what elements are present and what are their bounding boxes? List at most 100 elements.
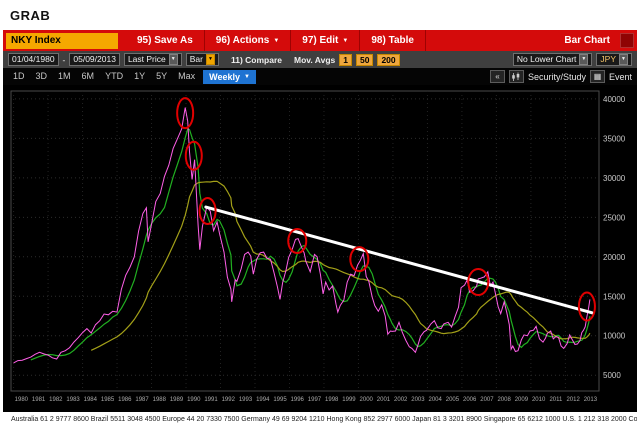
chevron-down-icon: ▼ (205, 54, 215, 65)
date-separator: - (62, 54, 66, 65)
svg-text:2002: 2002 (394, 397, 408, 403)
ma-period-1-input[interactable]: 1 (339, 53, 352, 66)
chart-style-value: Bar (189, 54, 203, 64)
svg-text:1982: 1982 (49, 397, 63, 403)
save-as-label: 95) Save As (137, 35, 193, 46)
grab-bar: GRAB (0, 0, 640, 30)
lower-chart-dropdown[interactable]: No Lower Chart ▼ (512, 53, 593, 66)
svg-text:1996: 1996 (291, 397, 305, 403)
range-button-3d[interactable]: 3D (35, 71, 48, 81)
grid-glyph: ▦ (593, 72, 602, 81)
security-study-button[interactable]: Security/Study (527, 71, 586, 82)
svg-text:2008: 2008 (497, 397, 511, 403)
chevron-down-icon: ▼ (579, 54, 589, 65)
lower-chart-value: No Lower Chart (516, 54, 577, 64)
chevron-down-icon: ▼ (619, 54, 628, 65)
menu-item-actions[interactable]: 96) Actions ▼ (205, 30, 292, 51)
svg-text:2010: 2010 (532, 397, 546, 403)
compare-button[interactable]: 11) Compare (230, 54, 282, 65)
svg-text:1999: 1999 (342, 397, 356, 403)
svg-text:1987: 1987 (135, 397, 149, 403)
period-bar: 1D 3D 1M 6M YTD 1Y 5Y Max Weekly ▼ « (3, 68, 637, 85)
price-type-value: Last Price (127, 54, 166, 64)
svg-text:1993: 1993 (239, 397, 253, 403)
end-date-input[interactable]: 05/09/2013 (69, 53, 120, 66)
svg-text:2004: 2004 (429, 397, 443, 403)
currency-dropdown[interactable]: JPY ▼ (596, 53, 632, 66)
svg-text:20000: 20000 (603, 253, 626, 262)
table-label: 98) Table (371, 35, 414, 46)
menu-item-save-as[interactable]: 95) Save As (126, 30, 205, 51)
svg-text:1986: 1986 (118, 397, 132, 403)
chart-area: 5000 10000 15000 20000 25000 30000 35000 40000 1… (3, 85, 637, 412)
svg-text:2006: 2006 (463, 397, 477, 403)
start-date-input[interactable]: 01/04/1980 (8, 53, 59, 66)
svg-text:2007: 2007 (480, 397, 494, 403)
candlestick-chart-icon[interactable] (508, 70, 524, 83)
svg-text:2009: 2009 (515, 397, 529, 403)
svg-text:1991: 1991 (204, 397, 218, 403)
chevron-down-icon: ▼ (243, 73, 250, 80)
menu-item-edit[interactable]: 97) Edit ▼ (291, 30, 361, 51)
chevron-down-icon: ▼ (273, 37, 280, 44)
chart-settings-toolbar: 01/04/1980 - 05/09/2013 Last Price ▼ Bar… (3, 51, 637, 68)
svg-text:1988: 1988 (153, 397, 167, 403)
double-chevron-left-icon: « (495, 72, 500, 81)
edit-label: 97) Edit (302, 35, 339, 46)
range-button-1m[interactable]: 1M (58, 71, 71, 81)
range-button-5y[interactable]: 5Y (156, 71, 168, 81)
svg-text:1997: 1997 (308, 397, 322, 403)
price-type-dropdown[interactable]: Last Price ▼ (123, 53, 182, 66)
svg-text:1989: 1989 (170, 397, 184, 403)
range-button-1d[interactable]: 1D (13, 71, 25, 81)
footer: Australia 61 2 9777 8600 Brazil 5511 304… (3, 412, 637, 425)
footer-text: Australia 61 2 9777 8600 Brazil 5511 304… (11, 416, 637, 423)
svg-text:35000: 35000 (603, 134, 626, 143)
range-button-ytd[interactable]: YTD (105, 71, 124, 81)
bloomberg-terminal: NKY Index 95) Save As 96) Actions ▼ 97) … (3, 30, 637, 425)
svg-text:2003: 2003 (411, 397, 425, 403)
ticker-input[interactable]: NKY Index (6, 32, 118, 49)
menu-item-table[interactable]: 98) Table (360, 30, 426, 51)
event-grid-icon[interactable]: ▦ (589, 70, 605, 83)
svg-text:2000: 2000 (360, 397, 374, 403)
svg-text:2013: 2013 (584, 397, 598, 403)
range-button-1y[interactable]: 1Y (134, 71, 146, 81)
ma-period-50-input[interactable]: 50 (355, 53, 374, 66)
candlestick-glyph (512, 72, 520, 81)
chart-type-label: Bar Chart (564, 35, 610, 46)
svg-text:25000: 25000 (603, 213, 626, 222)
chart-style-dropdown[interactable]: Bar ▼ (185, 53, 219, 66)
svg-text:1998: 1998 (325, 397, 339, 403)
menu-bar: NKY Index 95) Save As 96) Actions ▼ 97) … (3, 30, 637, 51)
svg-text:15000: 15000 (603, 292, 626, 301)
svg-text:1994: 1994 (256, 397, 270, 403)
collapse-panel-button[interactable]: « (489, 70, 505, 83)
svg-text:2005: 2005 (446, 397, 460, 403)
toolbar-right-group: No Lower Chart ▼ JPY ▼ (512, 53, 632, 66)
chevron-down-icon: ▼ (342, 37, 349, 44)
menu-corner-box[interactable] (620, 33, 634, 48)
svg-text:30000: 30000 (603, 174, 626, 183)
actions-label: 96) Actions (215, 35, 270, 46)
chevron-down-icon: ▼ (168, 54, 178, 65)
svg-text:1990: 1990 (187, 397, 201, 403)
svg-text:1985: 1985 (101, 397, 115, 403)
svg-text:1992: 1992 (222, 397, 236, 403)
svg-text:40000: 40000 (603, 95, 626, 104)
ma-period-200-input[interactable]: 200 (377, 53, 400, 66)
svg-text:1981: 1981 (32, 397, 46, 403)
mov-avgs-label: Mov. Avgs (294, 54, 336, 65)
range-button-6m[interactable]: 6M (81, 71, 95, 81)
period-bar-right-group: « Security/Study ▦ Event (489, 70, 632, 83)
price-chart[interactable]: 5000 10000 15000 20000 25000 30000 35000 40000 1… (3, 85, 637, 412)
svg-text:2001: 2001 (377, 397, 391, 403)
periodicity-dropdown[interactable]: Weekly ▼ (203, 69, 256, 84)
event-button[interactable]: Event (608, 71, 632, 82)
periodicity-value: Weekly (209, 71, 240, 82)
svg-text:1980: 1980 (15, 397, 29, 403)
grab-label: GRAB (10, 7, 51, 23)
range-button-max[interactable]: Max (178, 71, 196, 81)
svg-text:10000: 10000 (603, 332, 626, 341)
